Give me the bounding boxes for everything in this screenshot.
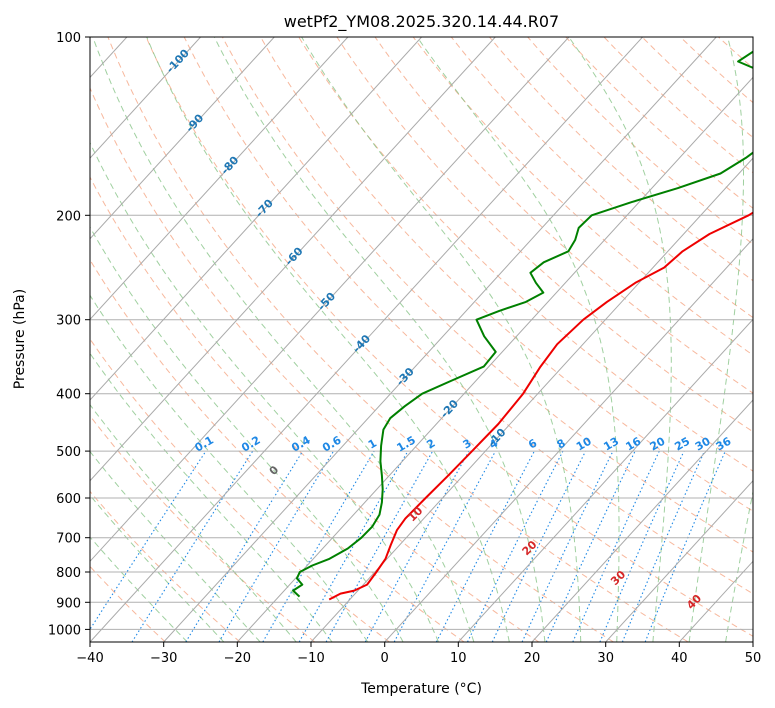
x-tick-label: −10 (297, 651, 324, 666)
isotherm-line (90, 37, 349, 321)
moist-adiabat-line (90, 226, 404, 642)
dry-adiabat-line (90, 176, 540, 642)
y-tick-label: 900 (56, 596, 81, 611)
y-tick-label: 600 (56, 492, 81, 507)
moist-adiabat-line (90, 403, 297, 642)
dry-adiabat-line (90, 86, 614, 642)
y-tick-label: 800 (56, 566, 81, 581)
dry-adiabat-line (221, 37, 753, 553)
isotherm-grid (90, 37, 753, 642)
dry-adiabat-line (565, 37, 753, 209)
isotherm-line (531, 399, 753, 642)
isotherm-line (310, 157, 753, 642)
x-tick-label: 30 (597, 651, 614, 666)
moist-adiabat-line (688, 37, 744, 642)
plot-area: 0.1 0.2 0.4 0.6 1 1.5 2 3 4 6 8 10 13 16 20 25 30 36-100-… (90, 37, 753, 642)
dry-adiabat-line (145, 37, 753, 637)
mixing-ratio-lines (90, 450, 726, 642)
moist-adiabat-line (213, 37, 546, 642)
plot-frame (89, 36, 754, 643)
x-tick-label: 40 (671, 651, 688, 666)
dry-adiabat-line (527, 37, 753, 245)
dry-adiabat-line (374, 37, 753, 394)
y-axis-label: Pressure (hPa) (12, 289, 28, 389)
x-tick-label: −40 (76, 651, 103, 666)
moist-adiabat-line (725, 489, 753, 642)
mixing-ratio-line (491, 450, 587, 642)
x-tick-label: 50 (745, 651, 762, 666)
axis-tick-labels: −40 −30 −20 −10 0 10 20 30 40 50 100 200 300 400 500 60… (48, 31, 761, 666)
mixing-ratio-line (218, 450, 335, 642)
y-tick-label: 1000 (48, 623, 81, 638)
y-tick-label: 200 (56, 209, 81, 224)
temperature-line (328, 211, 753, 601)
isotherm-line (384, 238, 753, 642)
dewpoint-line (292, 50, 753, 598)
moist-adiabat-line (90, 141, 439, 642)
mixing-ratio-line (572, 450, 660, 642)
moist-adiabat-line (146, 37, 510, 642)
isotherm-line (605, 479, 753, 642)
dry-adiabat-line (107, 37, 689, 642)
mixing-ratio-line (298, 450, 409, 642)
x-tick-label: 20 (524, 651, 541, 666)
isotherm-line (90, 37, 275, 240)
y-tick-label: 400 (56, 388, 81, 403)
dry-adiabats (90, 37, 753, 642)
isotherm-line (163, 37, 717, 642)
mixing-ratio-line (325, 450, 434, 642)
mixing-ratio-line (521, 450, 614, 642)
moist-adiabat-line (90, 352, 333, 642)
x-tick-label: 0 (381, 651, 389, 666)
isotherm-line (90, 37, 570, 563)
isotherm-line (457, 318, 753, 642)
chart-title: wetPf2_YM08.2025.320.14.44.R07 (284, 12, 559, 32)
mixing-ratio-line (131, 450, 254, 642)
y-tick-label: 100 (56, 31, 81, 46)
mixing-ratio-line (364, 450, 470, 642)
mixing-ratio-line (621, 450, 706, 642)
moist-adiabat-line (568, 37, 672, 642)
mixing-ratio-line (185, 450, 304, 642)
x-tick-label: −30 (150, 651, 177, 666)
moist-adiabat-line (92, 37, 475, 642)
y-tick-label: 500 (56, 445, 81, 460)
dry-adiabat-line (183, 37, 753, 595)
dry-adiabat-line (90, 415, 316, 642)
y-tick-label: 300 (56, 314, 81, 329)
x-tick-label: 10 (450, 651, 467, 666)
x-tick-label: −20 (224, 651, 251, 666)
isotherm-line (90, 37, 496, 482)
x-axis-label: Temperature (°C) (360, 681, 482, 697)
isotherm-line (90, 37, 643, 642)
isotherm-line (90, 37, 422, 401)
y-tick-label: 700 (56, 532, 81, 547)
mixing-ratio-line (545, 450, 636, 642)
moist-adiabats (90, 37, 753, 642)
isotherm-line (236, 76, 753, 642)
isotherm-line (90, 37, 201, 159)
mixing-ratio-line (262, 450, 375, 642)
moist-adiabat-line (90, 294, 369, 642)
moist-adiabat-line (416, 37, 620, 642)
sounding-series (292, 50, 753, 601)
mixing-ratio-line (644, 450, 726, 642)
